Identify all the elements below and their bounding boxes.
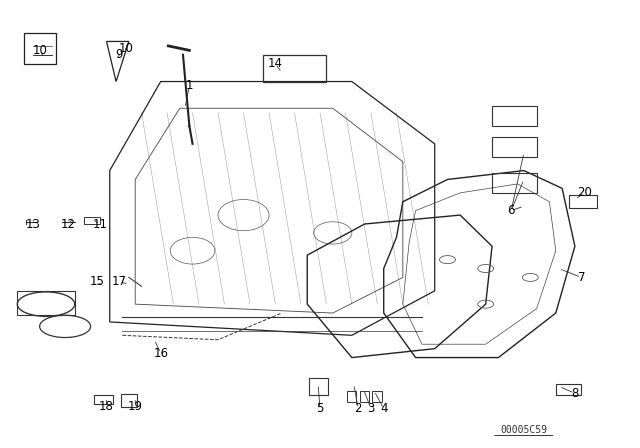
Text: 14: 14 <box>268 57 283 70</box>
Text: 18: 18 <box>99 400 114 413</box>
Text: 1: 1 <box>186 79 193 92</box>
Text: 13: 13 <box>26 217 41 231</box>
Text: 00005C59: 00005C59 <box>500 426 547 435</box>
Text: 4: 4 <box>380 402 387 415</box>
Text: 10: 10 <box>118 42 133 55</box>
Text: 5: 5 <box>316 402 324 415</box>
Text: 12: 12 <box>61 217 76 231</box>
Text: 16: 16 <box>153 347 168 360</box>
Text: 6: 6 <box>508 204 515 217</box>
Text: 2: 2 <box>355 402 362 415</box>
Text: 8: 8 <box>572 387 579 400</box>
Text: 3: 3 <box>367 402 374 415</box>
Text: 19: 19 <box>128 400 143 413</box>
Text: 17: 17 <box>112 276 127 289</box>
Text: 20: 20 <box>577 186 592 199</box>
Text: 7: 7 <box>577 271 585 284</box>
Text: 15: 15 <box>90 276 104 289</box>
Text: 11: 11 <box>93 217 108 231</box>
Text: 10: 10 <box>32 44 47 57</box>
Text: 9: 9 <box>116 48 123 61</box>
